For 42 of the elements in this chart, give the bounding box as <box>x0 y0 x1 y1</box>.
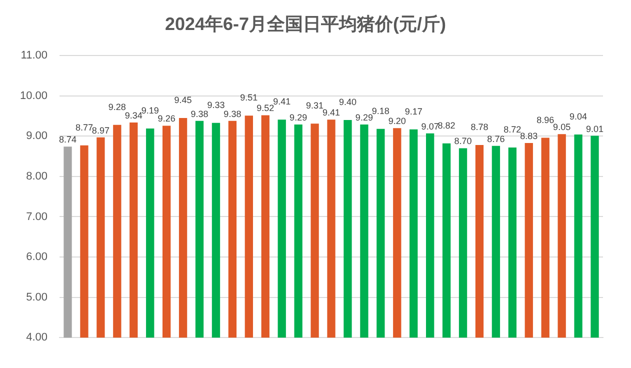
data-label: 9.41 <box>322 108 340 118</box>
data-label: 8.76 <box>487 134 505 144</box>
data-label: 9.07 <box>421 121 439 132</box>
data-label: 9.26 <box>158 114 176 124</box>
y-tick-label: 9.00 <box>26 130 48 142</box>
data-label: 8.78 <box>470 122 488 132</box>
data-label: 9.19 <box>141 106 159 116</box>
data-label: 9.33 <box>207 100 225 110</box>
y-tick-label: 5.00 <box>26 291 48 304</box>
data-label: 9.45 <box>174 95 192 106</box>
data-label: 8.96 <box>536 114 554 125</box>
y-tick-label: 11.00 <box>20 50 48 62</box>
data-label: 9.41 <box>273 96 291 107</box>
data-label: 9.17 <box>404 106 422 116</box>
data-label: 8.82 <box>438 120 456 130</box>
data-label: 9.52 <box>256 103 274 114</box>
y-tick-label: 7.00 <box>26 210 48 223</box>
data-label: 9.29 <box>355 112 373 122</box>
data-label: 8.83 <box>520 131 538 142</box>
data-label: 8.97 <box>92 125 110 136</box>
y-tick-label: 10.00 <box>20 90 48 102</box>
data-label: 8.70 <box>454 136 472 146</box>
data-label: 9.18 <box>372 106 390 116</box>
data-label: 9.28 <box>108 102 126 112</box>
data-label: 9.29 <box>290 112 308 122</box>
data-label: 9.38 <box>224 108 242 119</box>
data-label: 8.77 <box>75 122 93 132</box>
y-tick-label: 8.00 <box>26 170 48 182</box>
data-label: 9.31 <box>306 100 324 111</box>
data-label: 9.40 <box>338 97 356 108</box>
data-label: 8.74 <box>58 134 77 145</box>
data-label: 9.34 <box>124 110 142 120</box>
chart-title: 2024年6-7月全国日平均猪价(元/斤) <box>164 14 446 34</box>
y-tick-label: 6.00 <box>26 251 48 264</box>
data-label: 9.38 <box>190 108 208 119</box>
data-label: 9.51 <box>240 92 258 103</box>
data-label: 9.04 <box>570 112 588 122</box>
data-label: 8.72 <box>504 124 522 134</box>
data-label: 9.05 <box>553 122 571 132</box>
y-tick-label: 4.00 <box>26 332 48 344</box>
data-label: 9.20 <box>388 116 406 126</box>
data-label: 9.01 <box>586 124 604 134</box>
